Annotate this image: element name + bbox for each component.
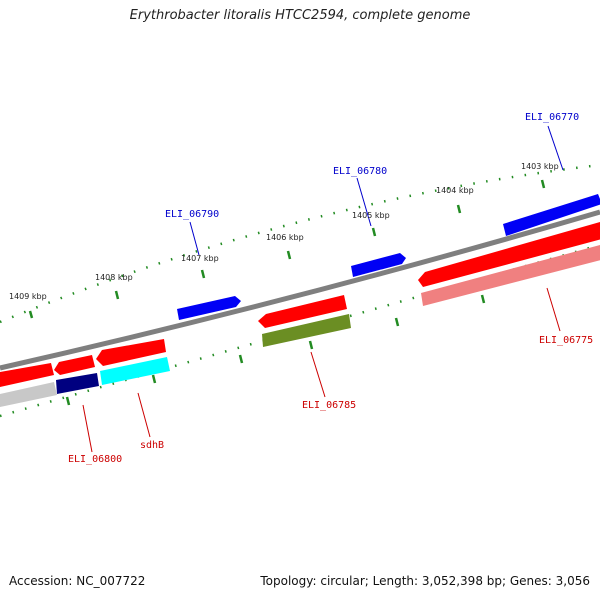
gene-label-eli-06790: ELI_06790: [165, 209, 219, 220]
gene-arrow-eli-06780: [351, 253, 406, 277]
gene-block-grey: [0, 382, 57, 407]
gene-block-eli-06800: [56, 373, 99, 394]
scale-label: 1405 kbp: [352, 211, 390, 220]
gene-label-eli-06775: ELI_06775: [539, 335, 593, 346]
gene-label-eli-06785: ELI_06785: [302, 400, 356, 411]
reverse-leader-lines: [82, 287, 561, 453]
gene-arrow-left-3: [96, 339, 166, 366]
gene-block-sdhB: [100, 357, 170, 385]
genome-summary-text: Topology: circular; Length: 3,052,398 bp…: [260, 574, 590, 588]
accession-text: Accession: NC_007722: [9, 574, 146, 588]
gene-block-eli-06785: [262, 314, 351, 347]
major-ticks: [28, 179, 546, 319]
gene-block-eli-06775: [421, 245, 600, 306]
genome-backbone: [0, 209, 600, 371]
gene-arrow-left-1: [0, 363, 54, 387]
gene-arrow-left-2: [54, 355, 95, 375]
inner-major-ticks: [65, 294, 486, 406]
map-title: Erythrobacter litoralis HTCC2594, comple…: [129, 8, 471, 23]
scale-label: 1407 kbp: [181, 254, 219, 263]
scale-label: 1404 kbp: [436, 186, 474, 195]
gene-arrow-eli-06790: [177, 296, 241, 320]
gene-label-eli-06770: ELI_06770: [525, 112, 579, 123]
forward-leader-lines: [189, 125, 564, 256]
gene-arrow-eli-06770: [503, 194, 600, 236]
gene-label-eli-06780: ELI_06780: [333, 166, 387, 177]
scale-label: 1403 kbp: [521, 162, 559, 171]
gene-arrow-right: [418, 222, 600, 287]
scale-label: 1409 kbp: [9, 292, 47, 301]
gene-arrow-center: [258, 295, 347, 328]
gene-label-sdhB: sdhB: [140, 440, 164, 451]
gene-label-eli-06800: ELI_06800: [68, 454, 122, 465]
scale-label: 1406 kbp: [266, 233, 304, 242]
scale-label: 1408 kbp: [95, 273, 133, 282]
outer-tick-ring: [0, 163, 600, 324]
